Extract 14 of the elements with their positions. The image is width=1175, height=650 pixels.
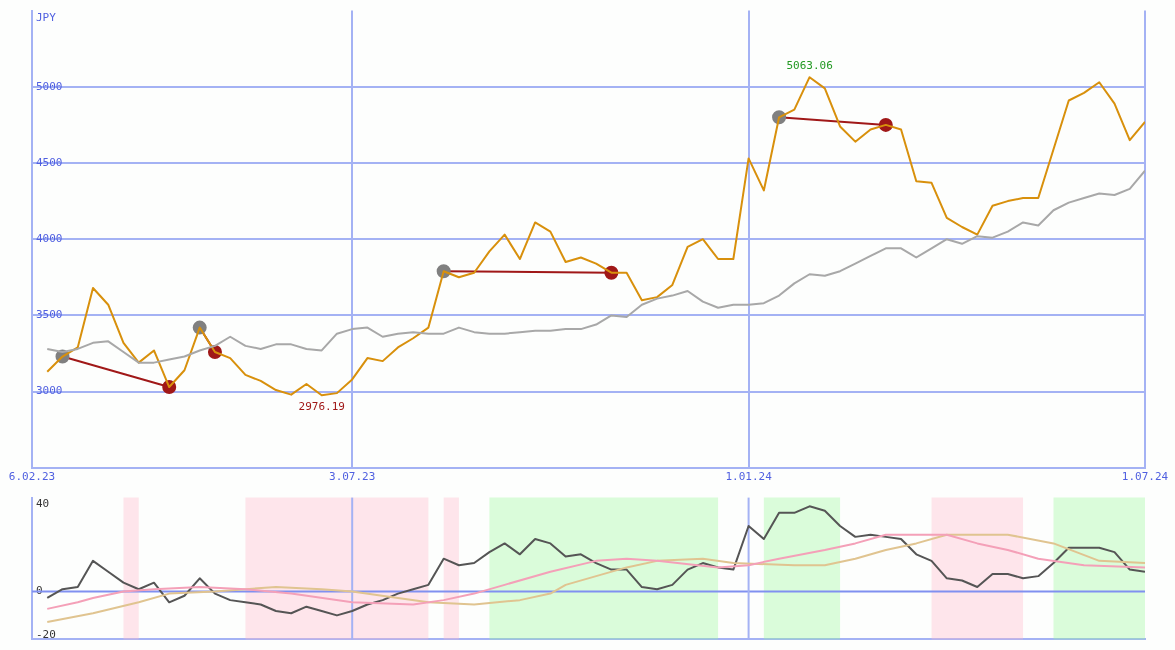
x-tick-label: 1.01.24 <box>725 470 773 484</box>
y-tick-label: 3000 <box>36 384 63 398</box>
annotation: 2976.19 <box>298 399 345 413</box>
y-tick-label: 3500 <box>36 308 63 322</box>
y-tick-label: 5000 <box>36 79 63 93</box>
annotation: 5063.06 <box>786 58 833 72</box>
y-tick-label: 4500 <box>36 155 63 169</box>
x-tick-label: 1.07.24 <box>1121 470 1169 484</box>
x-tick-label: 3.07.23 <box>329 470 376 484</box>
y-axis-title: JPY <box>36 10 57 24</box>
y-tick-label: 40 <box>36 497 50 510</box>
y-tick-label: -20 <box>36 627 56 641</box>
x-tick-label: 6.02.23 <box>8 470 56 484</box>
y-tick-label: 4000 <box>36 232 63 246</box>
